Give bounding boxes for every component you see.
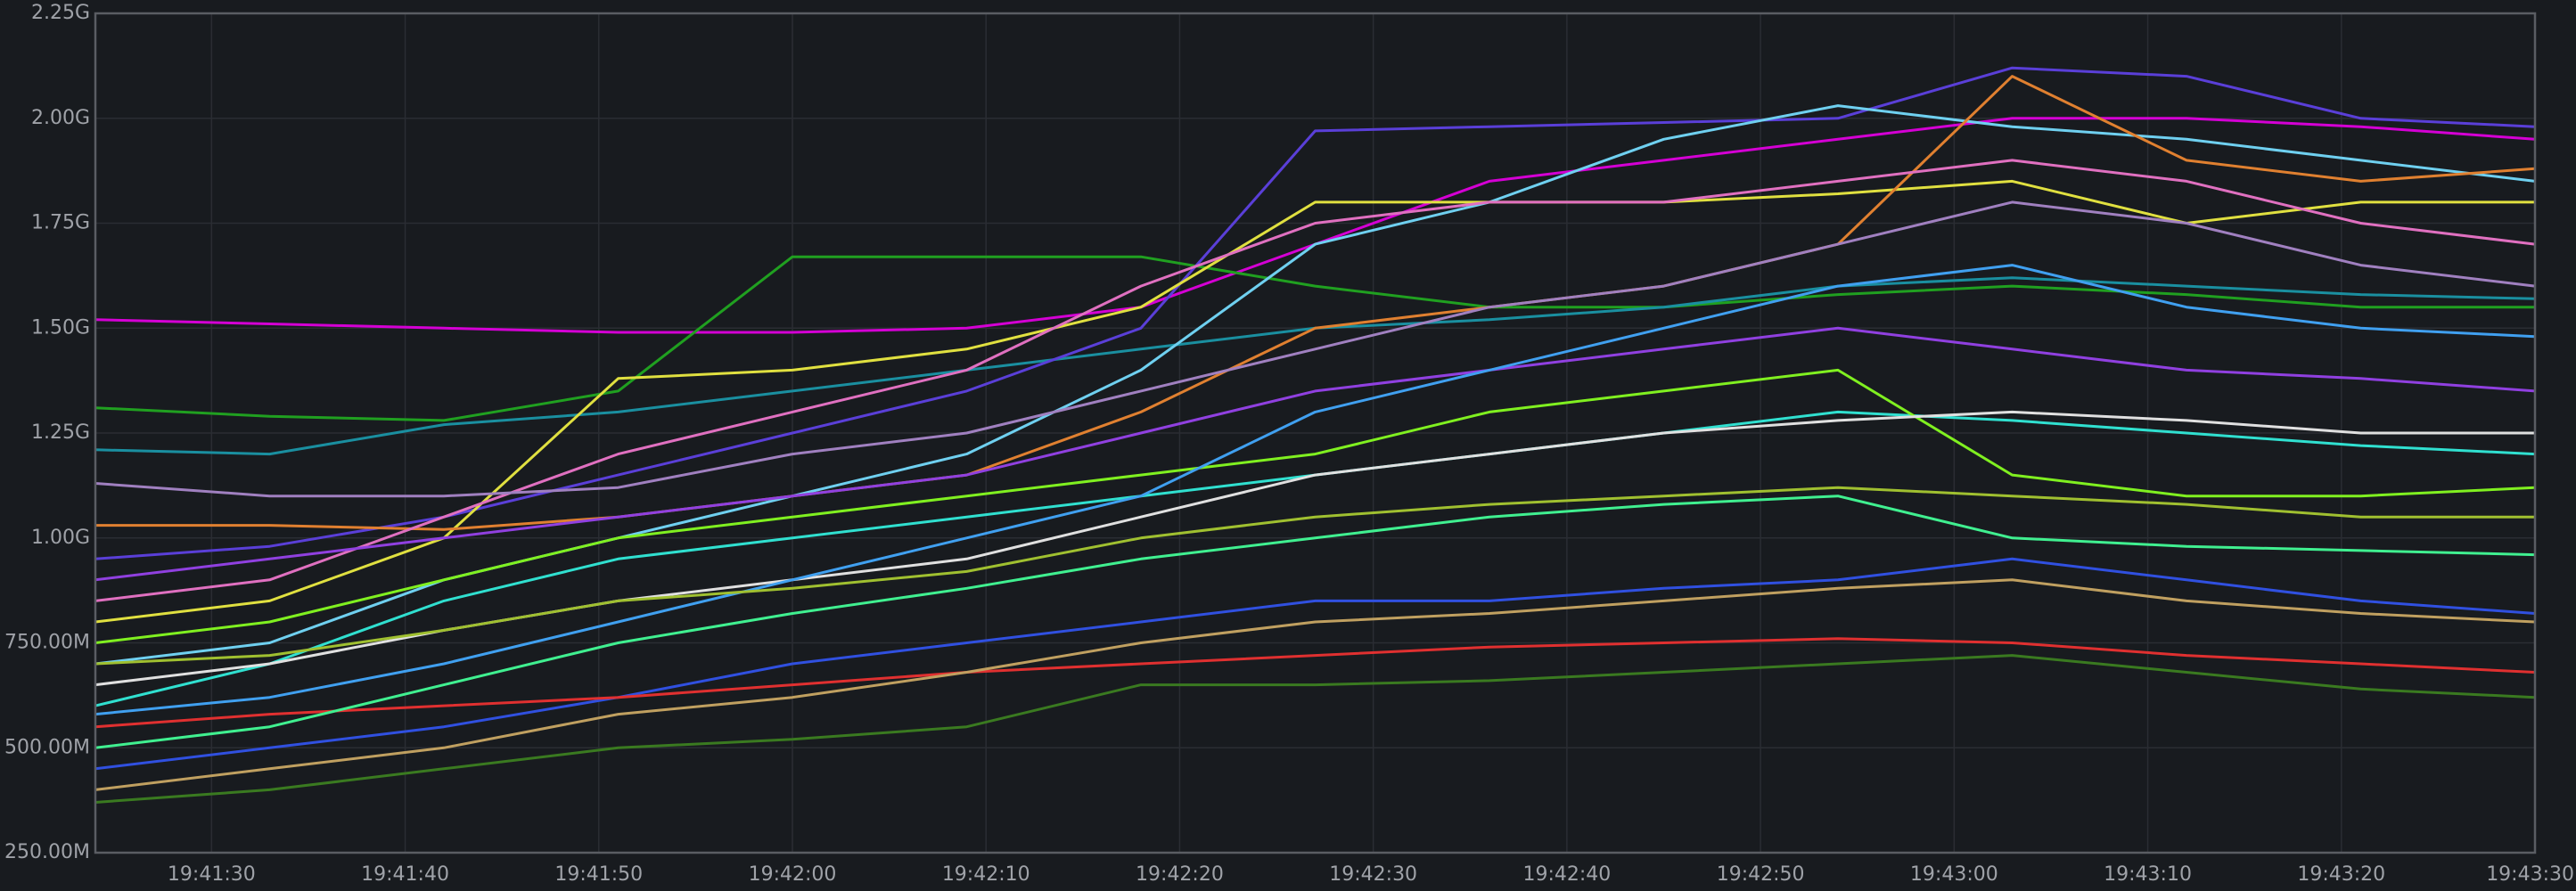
y-tick-label: 1.25G — [31, 421, 90, 444]
y-tick-label: 1.00G — [31, 527, 90, 549]
plot-border — [94, 12, 2537, 854]
series-line — [95, 75, 2536, 531]
series-line — [94, 255, 2535, 422]
x-tick-label: 19:43:10 — [2104, 863, 2192, 886]
series-line — [94, 495, 2536, 749]
series-line — [94, 654, 2536, 804]
x-tick-label: 19:43:00 — [1910, 863, 1998, 886]
y-tick-label: 2.00G — [31, 107, 90, 129]
series-line — [94, 368, 2536, 644]
x-tick-label: 19:42:40 — [1522, 863, 1611, 886]
series-line — [94, 159, 2536, 602]
series-line — [94, 557, 2536, 771]
x-tick-label: 19:42:00 — [749, 863, 837, 886]
y-tick-label: 250.00M — [4, 841, 90, 863]
x-tick-label: 19:42:10 — [942, 863, 1030, 886]
y-tick-label: 1.50G — [31, 316, 90, 339]
x-tick-label: 19:43:20 — [2297, 863, 2385, 886]
y-tick-label: 2.25G — [31, 2, 90, 24]
x-tick-label: 19:42:20 — [1136, 863, 1224, 886]
x-tick-label: 19:43:30 — [2486, 863, 2574, 886]
series-line — [94, 326, 2536, 582]
x-tick-label: 19:41:30 — [168, 863, 256, 886]
y-tick-label: 1.75G — [31, 212, 90, 234]
x-tick-label: 19:42:30 — [1329, 863, 1417, 886]
x-tick-label: 19:41:50 — [554, 863, 643, 886]
series-line — [94, 200, 2536, 498]
series-line — [94, 578, 2536, 791]
y-tick-label: 750.00M — [4, 632, 90, 654]
series-line — [94, 486, 2535, 666]
series-line — [94, 66, 2536, 560]
y-tick-label: 500.00M — [4, 736, 90, 758]
series-line — [94, 264, 2536, 716]
x-tick-label: 19:42:50 — [1717, 863, 1805, 886]
x-tick-label: 19:41:40 — [361, 863, 449, 886]
series-line — [94, 637, 2536, 729]
series-line — [94, 179, 2535, 624]
